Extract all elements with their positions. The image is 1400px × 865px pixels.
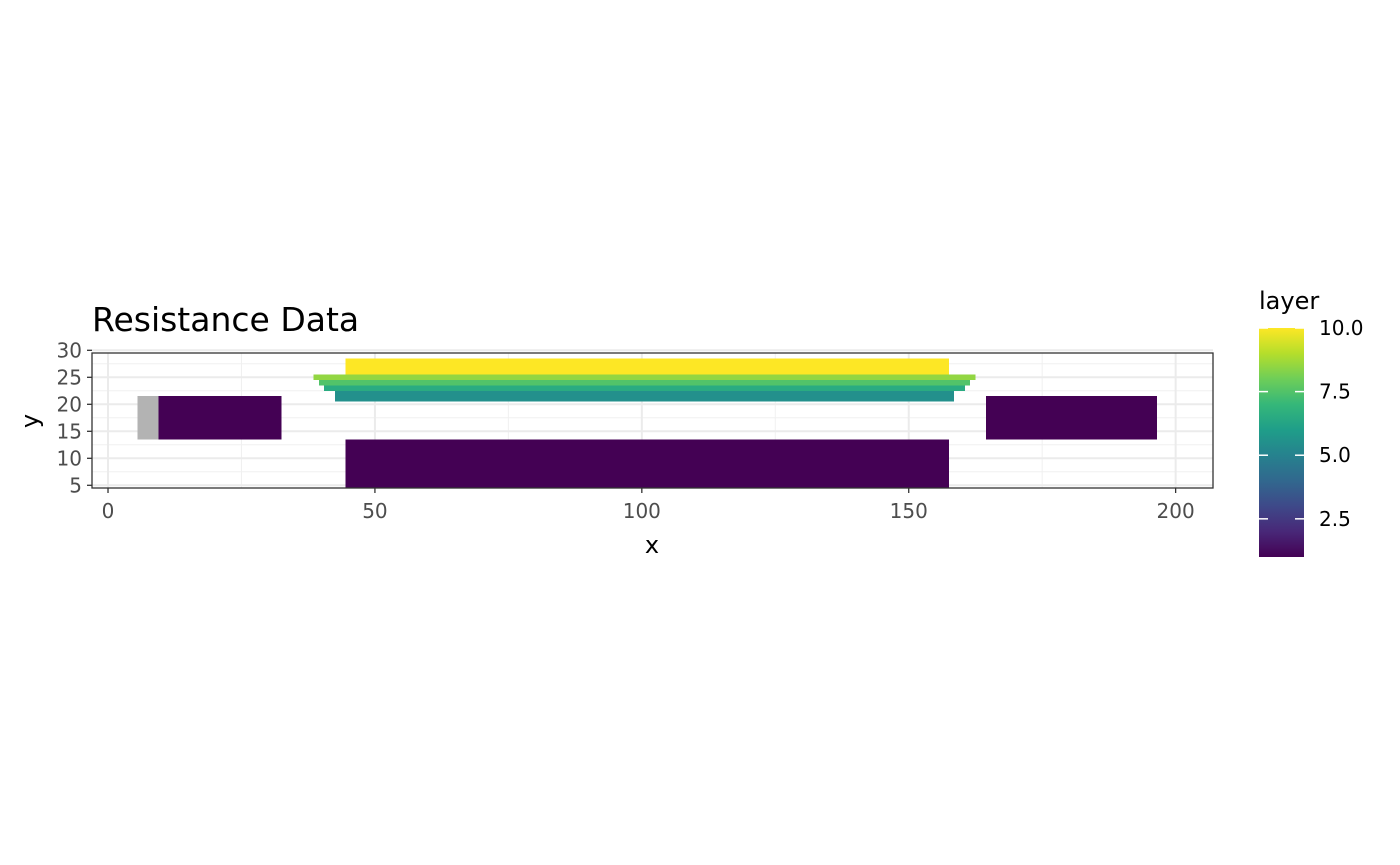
plot-panel	[91, 349, 1214, 489]
x-tick-label: 0	[102, 499, 115, 523]
legend-title: layer	[1259, 287, 1319, 315]
legend-label: 7.5	[1319, 380, 1351, 404]
y-tick-label: 30	[57, 338, 82, 362]
x-tick-label: 150	[890, 499, 928, 523]
chart-title: Resistance Data	[92, 300, 359, 339]
y-tick-label: 5	[69, 473, 82, 497]
legend-label: 10.0	[1319, 316, 1364, 340]
y-tick-label: 25	[57, 365, 82, 389]
panel-border	[91, 352, 1214, 489]
cell-upper-branch-row-3	[318, 380, 971, 386]
cell-left-channel	[158, 396, 282, 440]
y-tick-label: 10	[57, 446, 82, 470]
x-tick-label: 200	[1157, 499, 1195, 523]
legend-label: 2.5	[1319, 507, 1351, 531]
y-tick-label: 15	[57, 419, 82, 443]
cell-upper-branch-bottom-row	[334, 390, 955, 402]
colorbar-legend: layer 2.5 5.0 7.5 10.0	[1259, 287, 1364, 557]
y-tick-label: 20	[57, 392, 82, 416]
cell-right-channel	[986, 396, 1157, 440]
x-axis-title: x	[645, 531, 659, 559]
cell-lower-branch	[345, 439, 949, 488]
cell-na-cells	[137, 396, 159, 440]
legend-label: 5.0	[1319, 443, 1351, 467]
cell-upper-branch-row-4	[313, 374, 976, 380]
colorbar	[1259, 328, 1304, 557]
x-tick-label: 50	[362, 499, 387, 523]
x-tick-label: 100	[623, 499, 661, 523]
raster-cells	[137, 358, 1157, 488]
cell-upper-branch-top	[345, 358, 949, 375]
y-axis-title: y	[16, 414, 44, 428]
axes: 0 50 100 150 200 5 10 15 20 25 30	[57, 338, 1195, 523]
cell-upper-branch-row-2	[324, 385, 965, 391]
